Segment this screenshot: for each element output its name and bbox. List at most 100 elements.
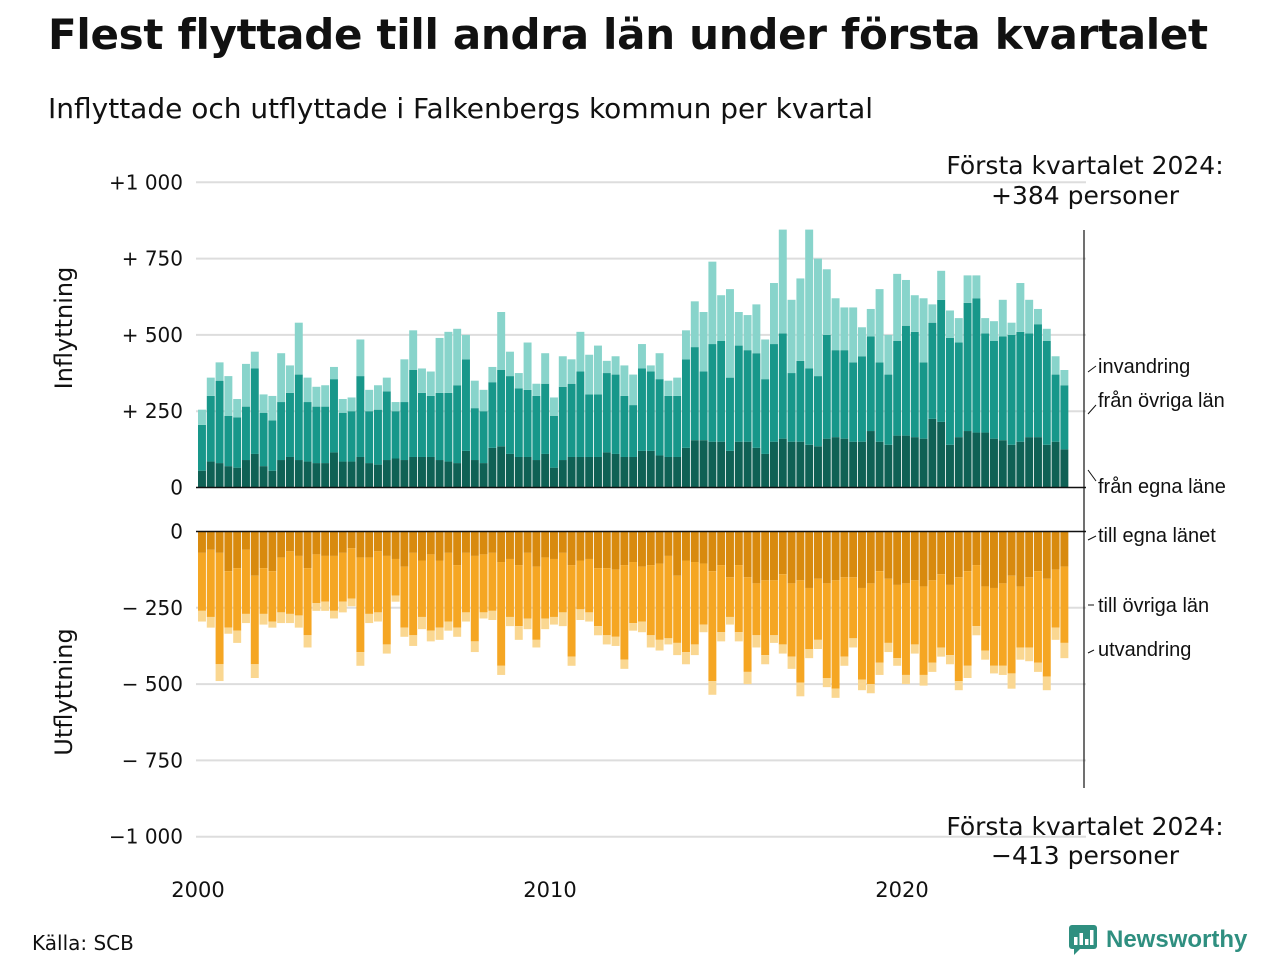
bar-outflow-own-county	[1007, 531, 1016, 576]
bar-inflow-immigration	[321, 385, 330, 407]
bar-outflow-emigration	[391, 595, 400, 602]
bar-inflow-other-counties	[585, 394, 594, 457]
bar-inflow-immigration	[242, 363, 250, 407]
bar-inflow-immigration	[743, 315, 752, 351]
bar-inflow-immigration	[426, 371, 435, 396]
annotation-bottom-line1: Första kvartalet 2024:	[946, 812, 1223, 841]
bar-inflow-other-counties	[629, 405, 638, 457]
bar-outflow-emigration	[462, 612, 470, 622]
bar-outflow-other-counties	[1034, 571, 1042, 663]
bar-inflow-own-county	[910, 437, 919, 488]
bar-outflow-emigration	[620, 659, 629, 669]
bar-inflow-other-counties	[778, 333, 787, 439]
bar-inflow-other-counties	[330, 379, 338, 453]
y-tick-label-inflow: + 500	[122, 323, 183, 347]
bar-outflow-own-county	[594, 531, 602, 569]
bar-inflow-own-county	[435, 460, 444, 488]
bar-outflow-other-counties	[840, 577, 849, 657]
bar-outflow-other-counties	[866, 583, 875, 685]
bar-outflow-emigration	[884, 642, 893, 653]
bar-outflow-own-county	[884, 531, 893, 579]
bar-inflow-immigration	[382, 377, 391, 392]
bar-inflow-own-county	[532, 460, 541, 488]
legend-fran-ovriga-lan: från övriga län	[1098, 390, 1225, 412]
bar-inflow-other-counties	[594, 394, 602, 457]
bar-inflow-other-counties	[981, 333, 990, 433]
bar-inflow-other-counties	[374, 409, 382, 465]
bar-outflow-own-county	[831, 531, 840, 581]
bar-outflow-own-county	[743, 531, 752, 578]
gridlines	[196, 181, 1086, 838]
bar-outflow-emigration	[682, 652, 690, 665]
bar-outflow-other-counties	[321, 555, 330, 602]
bar-outflow-own-county	[374, 531, 382, 552]
bar-outflow-emigration	[250, 664, 259, 678]
bar-inflow-other-counties	[875, 362, 884, 442]
bar-inflow-other-counties	[770, 344, 778, 442]
bar-outflow-emigration	[532, 639, 541, 648]
bar-inflow-own-county	[902, 435, 910, 488]
bar-inflow-immigration	[506, 351, 514, 377]
bar-outflow-own-county	[576, 531, 585, 561]
bar-outflow-own-county	[981, 531, 990, 587]
bar-outflow-emigration	[937, 647, 946, 657]
bar-inflow-other-counties	[506, 376, 514, 454]
bar-inflow-immigration	[444, 331, 453, 393]
bar-outflow-emigration	[787, 656, 796, 669]
bar-inflow-own-county	[611, 453, 620, 488]
bar-outflow-own-county	[330, 531, 338, 556]
chart-subtitle: Inflyttade och utflyttade i Falkenbergs …	[48, 92, 874, 125]
bar-inflow-immigration	[409, 330, 418, 370]
bar-inflow-other-counties	[1025, 333, 1034, 438]
bar-inflow-own-county	[585, 456, 594, 488]
bar-inflow-other-counties	[752, 353, 761, 448]
bar-inflow-immigration	[418, 368, 426, 393]
bar-inflow-other-counties	[831, 350, 840, 438]
bar-inflow-own-county	[418, 456, 426, 488]
inflow-bars	[198, 229, 1069, 488]
bar-inflow-other-counties	[523, 389, 532, 457]
bar-outflow-own-county	[409, 531, 418, 553]
bar-inflow-own-county	[778, 438, 787, 488]
bar-inflow-other-counties	[444, 392, 453, 462]
bar-inflow-other-counties	[1042, 341, 1051, 445]
bar-inflow-own-county	[286, 456, 294, 488]
bar-outflow-emigration	[382, 644, 391, 654]
bar-outflow-own-county	[805, 531, 814, 588]
bar-inflow-other-counties	[321, 406, 330, 464]
bar-inflow-immigration	[400, 359, 409, 403]
bar-inflow-own-county	[893, 435, 902, 488]
bar-outflow-emigration	[902, 674, 910, 685]
bar-outflow-own-county	[224, 531, 233, 572]
bar-inflow-immigration	[532, 383, 541, 396]
bar-inflow-immigration	[822, 269, 831, 335]
bar-outflow-own-county	[796, 531, 805, 581]
bar-outflow-emigration	[849, 638, 858, 648]
bar-outflow-other-counties	[638, 566, 646, 622]
bar-inflow-other-counties	[990, 341, 998, 439]
bar-outflow-emigration	[1034, 662, 1042, 672]
bar-outflow-emigration	[303, 635, 312, 648]
bar-inflow-immigration	[699, 312, 708, 372]
bar-inflow-immigration	[629, 374, 638, 406]
bar-inflow-own-county	[259, 466, 268, 488]
bar-outflow-other-counties	[990, 587, 998, 666]
bar-inflow-immigration	[884, 334, 893, 375]
bar-outflow-own-county	[919, 531, 928, 587]
bar-inflow-immigration	[937, 270, 946, 300]
bar-inflow-own-county	[761, 453, 770, 488]
bar-inflow-own-county	[726, 450, 734, 488]
bar-outflow-own-county	[990, 531, 998, 588]
bar-inflow-immigration	[435, 337, 444, 393]
bar-inflow-immigration	[840, 307, 849, 351]
bar-outflow-emigration	[453, 627, 462, 637]
bar-outflow-emigration	[919, 674, 928, 686]
bar-inflow-other-counties	[479, 411, 488, 464]
bar-inflow-immigration	[963, 275, 972, 303]
bar-outflow-other-counties	[937, 574, 946, 648]
bar-outflow-own-county	[602, 531, 611, 569]
bar-outflow-emigration	[488, 610, 497, 621]
bar-outflow-emigration	[435, 627, 444, 640]
bar-outflow-own-county	[928, 531, 937, 581]
bar-outflow-emigration	[418, 616, 426, 630]
